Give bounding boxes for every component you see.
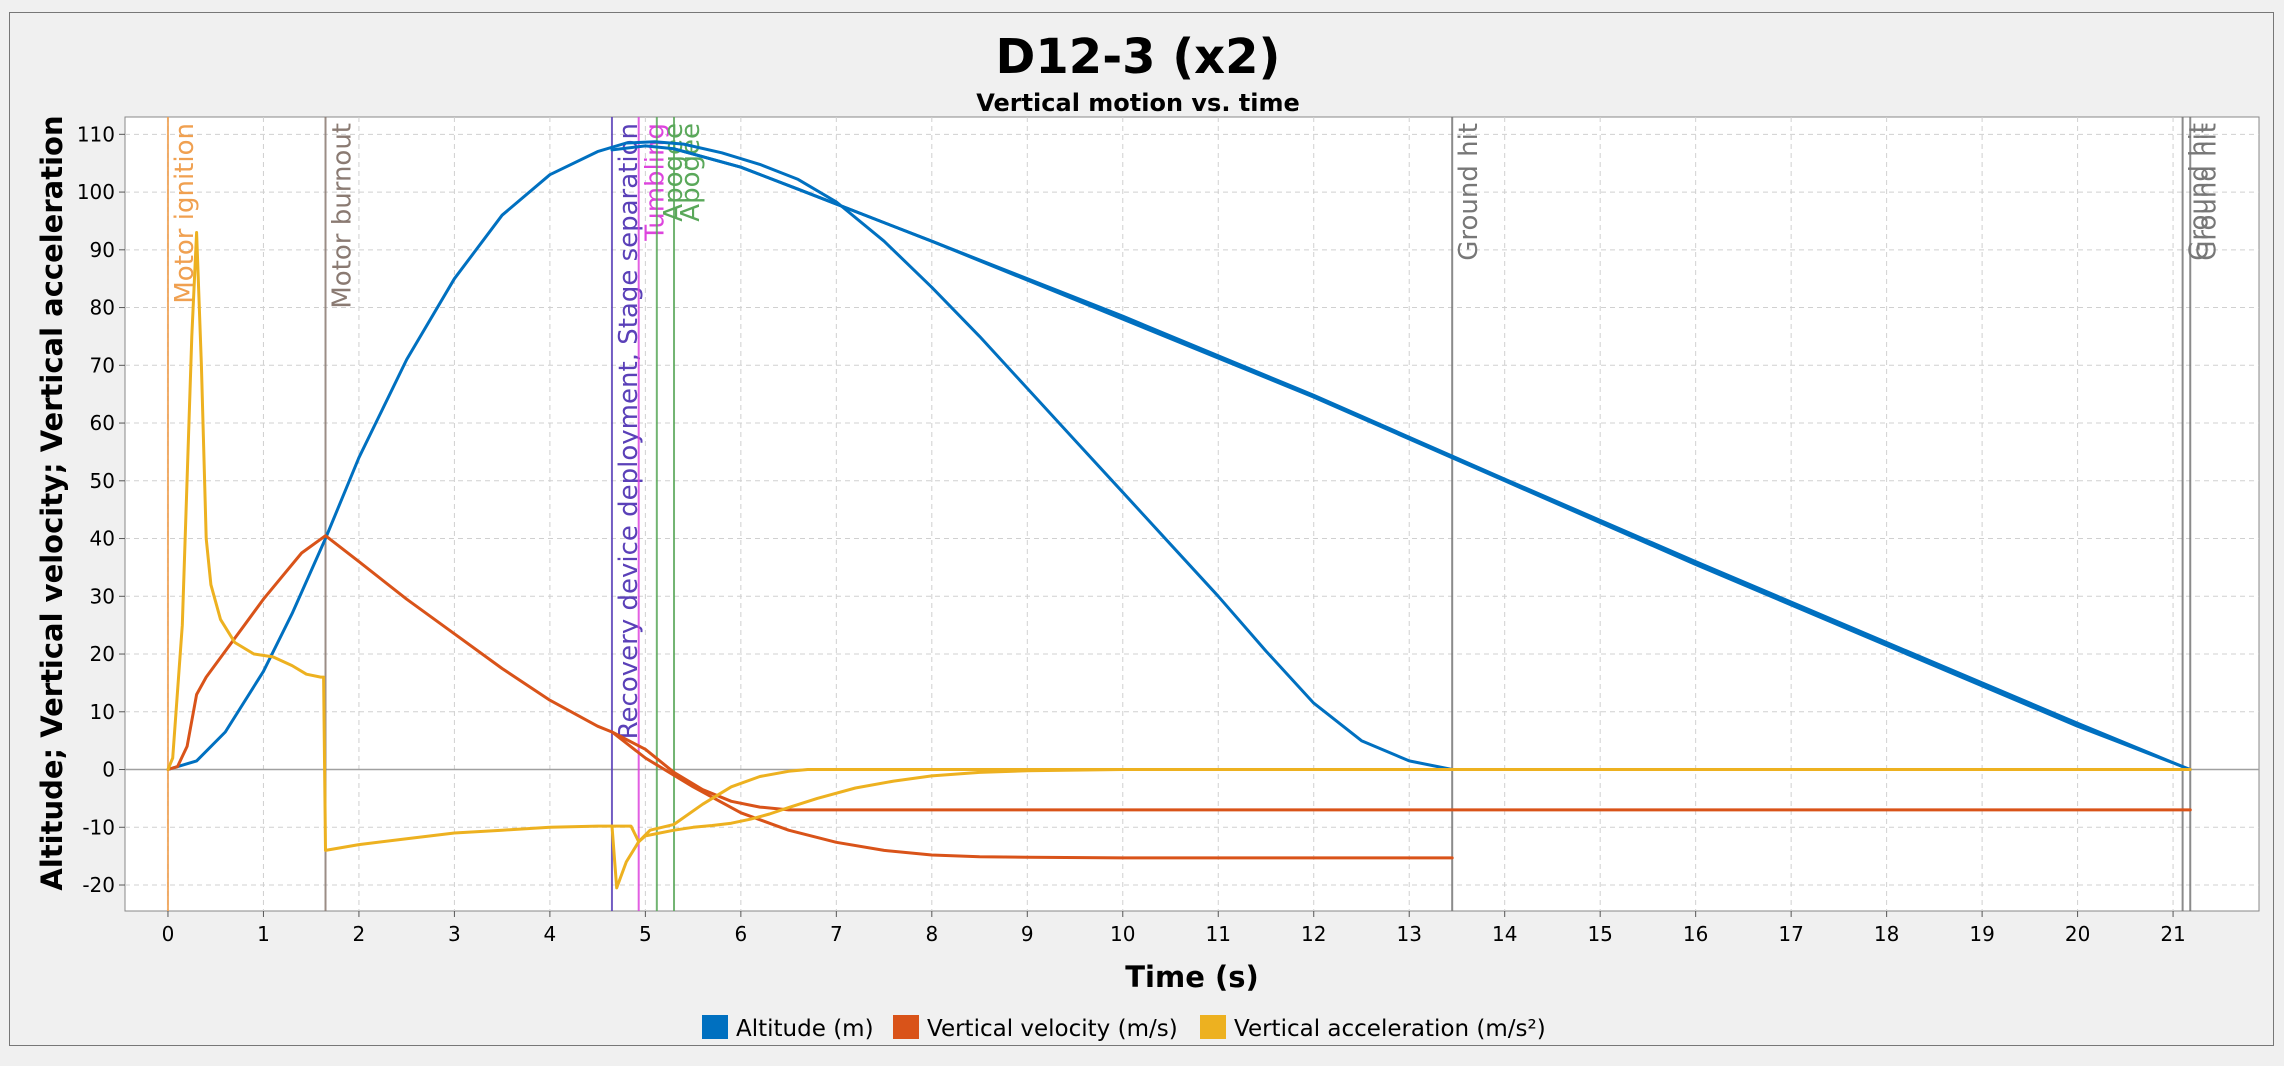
x-tick-label: 19 [1969, 922, 1994, 946]
y-tick-label: 110 [77, 122, 115, 146]
x-axis-title: Time (s) [1125, 960, 1258, 994]
y-tick-label: 10 [90, 700, 115, 724]
x-tick-label: 9 [1021, 922, 1034, 946]
y-tick-label: 100 [77, 180, 115, 204]
x-tick-label: 13 [1396, 922, 1421, 946]
x-tick-label: 6 [734, 922, 747, 946]
y-tick-label: 40 [90, 527, 115, 551]
legend-swatch-acceleration [1200, 1015, 1226, 1039]
series-line [610, 768, 2192, 844]
y-tick-label: 70 [90, 353, 115, 377]
x-tick-label: 11 [1206, 922, 1231, 946]
x-tick-label: 8 [925, 922, 938, 946]
series-line [166, 231, 1454, 890]
event-label: Ground hit [1454, 123, 1484, 261]
x-tick-label: 17 [1778, 922, 1803, 946]
event-label: Apogee [676, 123, 706, 222]
y-tick-label: 60 [90, 411, 115, 435]
event-label: Ground hit [2192, 123, 2222, 261]
series-line [166, 534, 1454, 860]
plot-area [124, 116, 2260, 912]
y-tick-label: -10 [82, 815, 115, 839]
legend-label-acceleration: Vertical acceleration (m/s²) [1234, 1016, 1546, 1042]
x-tick-label: 5 [639, 922, 652, 946]
event-label: Motor burnout [328, 123, 358, 309]
chart-title: D12-3 (x2) [996, 29, 1281, 85]
y-tick-label: 50 [90, 469, 115, 493]
chart-canvas: D12-3 (x2) Vertical motion vs. time Moto… [35, 29, 2260, 1042]
series-line [672, 147, 2185, 769]
x-tick-label: 18 [1874, 922, 1899, 946]
y-axis-title: Altitude; Vertical velocity; Vertical ac… [35, 115, 69, 890]
legend-label-altitude: Altitude (m) [736, 1016, 874, 1042]
y-tick-label: 30 [90, 584, 115, 608]
legend-swatch-altitude [702, 1015, 728, 1039]
series-layer [166, 140, 2192, 890]
x-tick-label: 10 [1110, 922, 1135, 946]
y-tick-label: 20 [90, 642, 115, 666]
x-tick-label: 16 [1683, 922, 1708, 946]
x-tick-label: 7 [830, 922, 843, 946]
x-tick-label: 21 [2160, 922, 2185, 946]
x-tick-label: 1 [257, 922, 270, 946]
event-layer: Motor ignition Motor burnout Recovery devi… [166, 117, 2222, 911]
legend: Altitude (m) Vertical velocity (m/s) Ver… [702, 1015, 1546, 1042]
y-tick-label: -20 [82, 873, 115, 897]
y-tick-label: 0 [102, 758, 115, 782]
x-tick-label: 15 [1587, 922, 1612, 946]
x-tick-label: 0 [162, 922, 175, 946]
y-tick-label: 90 [90, 238, 115, 262]
x-tick-label: 20 [2065, 922, 2090, 946]
series-line [166, 140, 1454, 771]
x-tick-label: 2 [353, 922, 366, 946]
legend-label-velocity: Vertical velocity (m/s) [927, 1016, 1178, 1042]
x-tick-label: 4 [544, 922, 557, 946]
y-tick-label: 80 [90, 296, 115, 320]
x-tick-label: 3 [448, 922, 461, 946]
legend-swatch-velocity [893, 1015, 919, 1039]
chart-frame: D12-3 (x2) Vertical motion vs. time Moto… [9, 12, 2274, 1046]
chart-subtitle: Vertical motion vs. time [976, 89, 1300, 117]
x-tick-label: 14 [1492, 922, 1517, 946]
tick-layer: 0 1 2 3 4 5 6 7 8 9 10 11 12 13 14 15 16 17 18 19 20 21-20-10… [77, 122, 2186, 946]
series-line [610, 730, 2192, 812]
x-tick-label: 12 [1301, 922, 1326, 946]
